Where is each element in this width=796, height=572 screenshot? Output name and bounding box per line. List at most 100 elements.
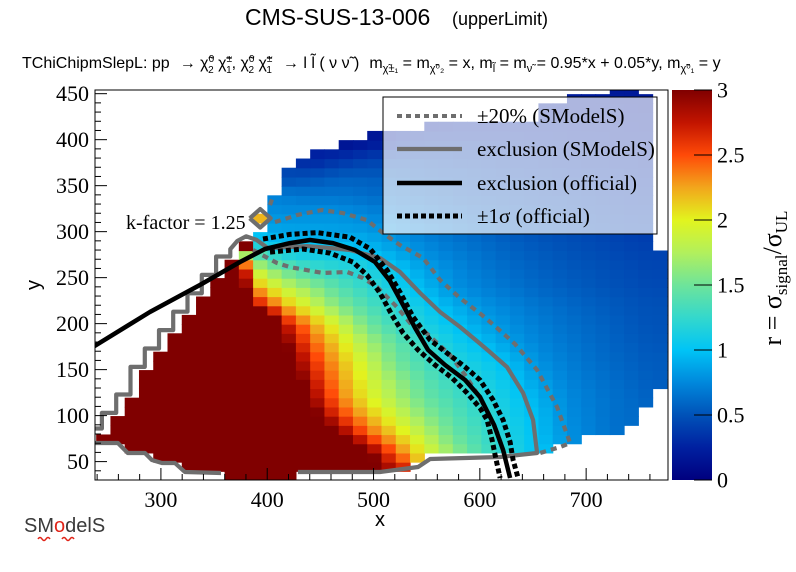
heatmap-cell <box>509 406 525 417</box>
heatmap-cell <box>566 268 582 279</box>
heatmap-cell <box>581 342 597 353</box>
heatmap-cell <box>281 314 297 325</box>
heatmap-cell <box>395 305 411 316</box>
heatmap-cell <box>624 416 639 426</box>
heatmap-cell <box>552 314 568 325</box>
heatmap-cell <box>281 278 297 288</box>
heatmap-cell <box>352 167 368 178</box>
k-factor-annotation: k-factor = 1.25 <box>126 212 246 234</box>
heatmap-cell <box>124 406 140 417</box>
heatmap-cell <box>181 324 197 334</box>
heatmap-cell <box>424 397 440 408</box>
heatmap-cell <box>552 241 568 252</box>
heatmap-cell <box>310 360 326 371</box>
heatmap-cell <box>452 333 468 344</box>
heatmap-cell <box>352 370 368 380</box>
heatmap-cell <box>138 370 154 380</box>
heatmap-cell <box>410 443 425 454</box>
heatmap-cell <box>153 434 169 445</box>
heatmap-cell <box>181 443 197 454</box>
heatmap-cell <box>181 452 197 463</box>
heatmap-cell <box>638 296 654 307</box>
heatmap-cell <box>624 379 639 390</box>
heatmap-cell <box>467 250 482 261</box>
heatmap-cell <box>352 222 368 233</box>
heatmap-cell <box>509 342 525 353</box>
heatmap-cell <box>295 443 311 454</box>
heatmap-cell <box>638 287 654 298</box>
heatmap-cell <box>652 287 668 298</box>
heatmap-cell <box>367 305 383 316</box>
heatmap-cell <box>566 397 582 408</box>
heatmap-cell <box>196 342 211 353</box>
heatmap-cell <box>324 462 340 472</box>
heatmap-cell <box>538 314 554 325</box>
heatmap-cell <box>210 434 226 445</box>
heatmap-cell <box>253 397 268 408</box>
heatmap-cell <box>481 342 497 353</box>
legend-entry-smodels-pm20: ±20% (SModelS) <box>397 104 624 128</box>
heatmap-cell <box>609 232 625 242</box>
heatmap-cell <box>338 250 354 261</box>
heatmap-cell <box>467 443 482 454</box>
heatmap-cell <box>424 388 440 399</box>
heatmap-cell <box>210 397 226 408</box>
heatmap-cell <box>281 388 297 399</box>
heatmap-cell <box>624 370 639 380</box>
heatmap-cell <box>438 278 454 288</box>
heatmap-cell <box>595 388 611 399</box>
heatmap-cell <box>395 443 411 454</box>
heatmap-cell <box>196 296 211 307</box>
heatmap-cell <box>253 287 268 298</box>
heatmap-cell <box>524 232 540 242</box>
heatmap-cell <box>338 213 354 224</box>
heatmap-cell <box>609 416 625 426</box>
heatmap-cell <box>295 287 311 298</box>
logo-text-prefix: SM <box>24 515 54 537</box>
official-pm1sigma-line <box>269 246 503 479</box>
heatmap-cell <box>324 222 340 233</box>
heatmap-cell <box>624 324 639 334</box>
heatmap-cell <box>552 305 568 316</box>
heatmap-cell <box>395 370 411 380</box>
heatmap-cell <box>267 305 283 316</box>
heatmap-cell <box>267 370 283 380</box>
heatmap-cell <box>267 406 283 417</box>
heatmap-cell <box>438 406 454 417</box>
smodels-exclusion-line <box>95 234 540 476</box>
heatmap-cell <box>566 388 582 399</box>
heatmap-cell <box>595 241 611 252</box>
heatmap-cell <box>338 379 354 390</box>
heatmap-cell <box>196 443 211 454</box>
heatmap-cell <box>338 140 354 150</box>
heatmap-cell <box>381 452 397 463</box>
heatmap-cell <box>281 434 297 445</box>
heatmap-cell <box>410 452 425 463</box>
colorbar-tick-label: 2.5 <box>717 143 745 168</box>
heatmap-cell <box>367 314 383 325</box>
heatmap-cell <box>167 452 183 463</box>
heatmap-cell <box>281 324 297 334</box>
heatmap-cell <box>352 351 368 362</box>
heatmap-cell <box>595 370 611 380</box>
heatmap-cell <box>167 443 183 454</box>
heatmap-cell <box>367 342 383 353</box>
heatmap-cell <box>267 462 283 472</box>
heatmap-cell <box>395 342 411 353</box>
heatmap-cell <box>452 342 468 353</box>
heatmap-cell <box>324 333 340 344</box>
heatmap-cell <box>467 379 482 390</box>
heatmap-cell <box>253 232 268 242</box>
heatmap-cell <box>124 397 140 408</box>
heatmap-cell <box>124 443 140 454</box>
heatmap-cell <box>581 259 597 270</box>
subscript: 1 <box>226 65 232 76</box>
heatmap-cell <box>566 259 582 270</box>
heatmap-cell <box>509 314 525 325</box>
heatmap-cell <box>624 333 639 344</box>
heatmap-cell <box>253 342 268 353</box>
y-tick-label: 50 <box>67 449 89 474</box>
heatmap-cell <box>224 351 240 362</box>
heatmap-cell <box>410 278 425 288</box>
heatmap-cell <box>352 462 368 472</box>
